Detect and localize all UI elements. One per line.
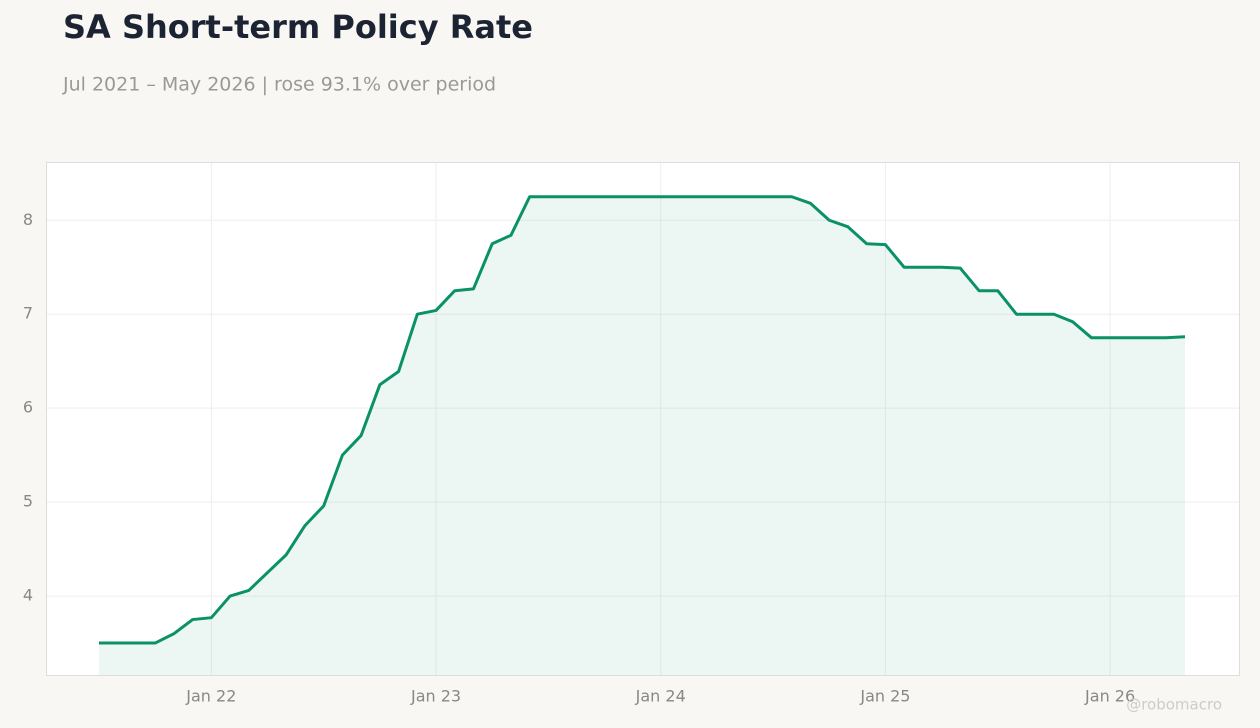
x-tick-label: Jan 23 [410, 687, 461, 706]
y-tick-label: 4 [23, 586, 33, 605]
x-tick-label: Jan 22 [185, 687, 236, 706]
x-tick-label: Jan 24 [635, 687, 686, 706]
y-tick-label: 8 [23, 210, 33, 229]
line [99, 195, 1186, 645]
chart-subtitle: Jul 2021 – May 2026 | rose 93.1% over pe… [62, 74, 496, 96]
chart-title: SA Short-term Policy Rate [63, 8, 533, 46]
x-tick-label: Jan 26 [1084, 687, 1135, 706]
y-tick-label: 7 [23, 304, 33, 323]
x-tick-label: Jan 25 [859, 687, 910, 706]
area [99, 196, 1185, 675]
y-tick-label: 6 [23, 398, 33, 417]
y-tick-label: 5 [23, 492, 33, 511]
watermark: @robomacro [1126, 696, 1222, 714]
